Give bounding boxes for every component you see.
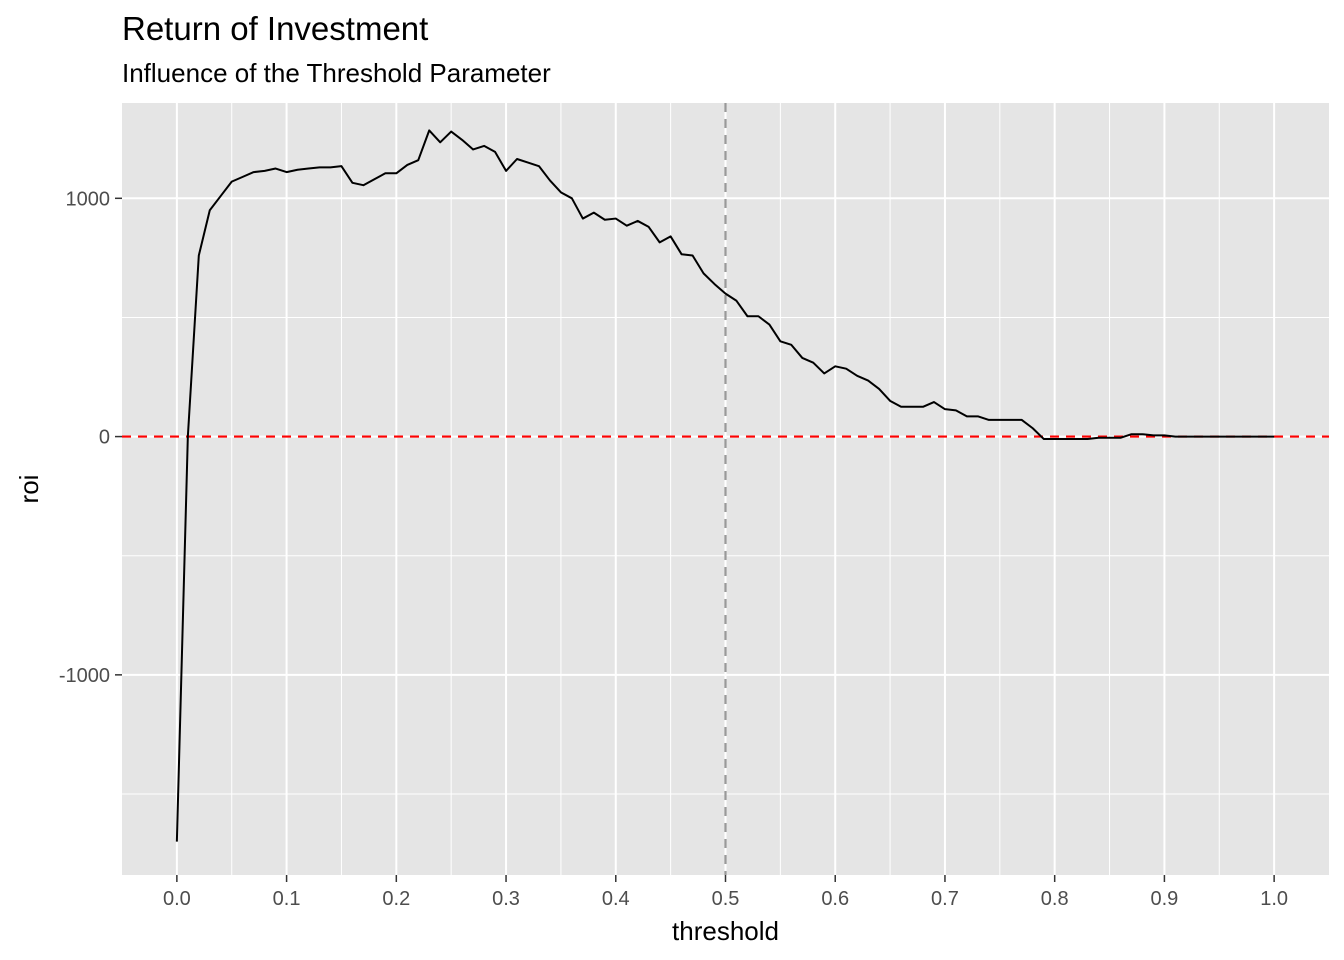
roi-series-line bbox=[175, 129, 1275, 842]
x-tick-label: 0.0 bbox=[163, 888, 191, 910]
x-tick-label: 0.1 bbox=[273, 888, 301, 910]
y-axis-title: roi bbox=[14, 475, 44, 504]
x-tick-label: 1.0 bbox=[1260, 888, 1288, 910]
x-tick-label: 0.6 bbox=[821, 888, 849, 910]
x-tick-label: 0.7 bbox=[931, 888, 959, 910]
x-tick-label: 0.4 bbox=[602, 888, 630, 910]
y-tick-label: 0 bbox=[99, 427, 110, 449]
x-tick-label: 0.9 bbox=[1151, 888, 1179, 910]
chart-title: Return of Investment bbox=[122, 10, 428, 47]
y-tick-label: 1000 bbox=[66, 188, 111, 210]
reference-lines bbox=[122, 103, 1329, 875]
x-tick-label: 0.8 bbox=[1041, 888, 1069, 910]
chart-subtitle: Influence of the Threshold Parameter bbox=[122, 58, 551, 88]
x-tick-label: 0.3 bbox=[492, 888, 520, 910]
x-axis: 0.0 0.1 0.2 0.3 0.4 0.5 0.6 0.7 0.8 0.9 1.0 bbox=[163, 875, 1288, 910]
x-axis-title: threshold bbox=[672, 916, 779, 946]
x-tick-label: 0.5 bbox=[712, 888, 740, 910]
y-axis: -1000 0 1000 bbox=[59, 188, 122, 687]
x-tick-label: 0.2 bbox=[382, 888, 410, 910]
y-tick-label: -1000 bbox=[59, 665, 110, 687]
